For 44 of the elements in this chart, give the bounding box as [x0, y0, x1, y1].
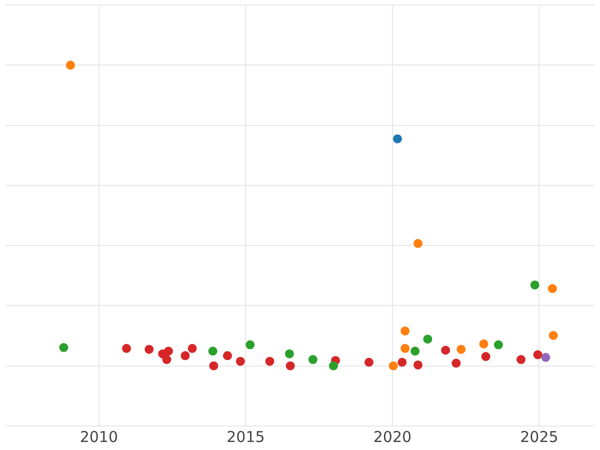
point [162, 355, 172, 364]
point [284, 349, 294, 358]
point [328, 361, 338, 370]
x-tick-label: 2015 [226, 428, 265, 446]
point [452, 358, 461, 368]
point [441, 346, 450, 355]
point [236, 356, 245, 366]
point [541, 352, 550, 362]
point [188, 344, 197, 353]
point [548, 284, 557, 294]
x-tick-label: 2010 [80, 428, 118, 446]
point [400, 326, 410, 336]
point [208, 346, 218, 356]
point [209, 361, 218, 370]
x-tick-label: 2020 [373, 428, 412, 446]
point [548, 330, 558, 340]
point [481, 352, 490, 362]
point [122, 344, 132, 353]
point [388, 361, 398, 370]
point [414, 238, 422, 248]
point [530, 280, 540, 290]
x-tick-label: 2025 [520, 428, 558, 446]
point [66, 60, 75, 70]
point [456, 344, 466, 354]
point [494, 340, 503, 350]
point [423, 334, 432, 344]
point [392, 134, 402, 144]
point [180, 351, 190, 360]
point [398, 358, 407, 367]
point [516, 355, 526, 364]
point [59, 343, 68, 352]
point [164, 346, 173, 356]
point [400, 344, 410, 353]
point [223, 351, 232, 360]
point [364, 358, 374, 367]
point [414, 360, 422, 370]
point [246, 340, 255, 350]
point [144, 344, 154, 354]
point [479, 339, 488, 348]
point [286, 361, 295, 370]
point [533, 350, 542, 360]
point [308, 355, 318, 364]
point [410, 346, 420, 356]
point [265, 356, 274, 366]
